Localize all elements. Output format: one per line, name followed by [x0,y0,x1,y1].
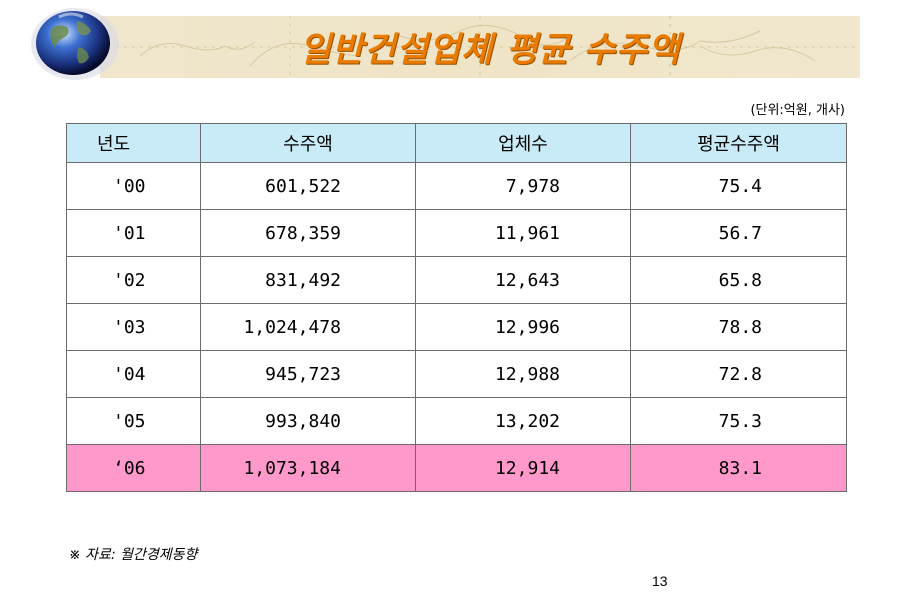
cell-year: ‘06 [66,444,201,492]
orders-table: 년도 수주액 업체수 평균수주액 '00 601,522 7,978 75.4 … [66,123,847,492]
table-header-row: 년도 수주액 업체수 평균수주액 [66,123,847,163]
cell-average: 72.8 [630,350,847,398]
cell-orders: 945,723 [200,350,416,398]
table-row: '02 831,492 12,643 65.8 [66,256,847,304]
cell-companies: 12,914 [415,444,631,492]
cell-average: 75.3 [630,397,847,445]
cell-orders: 1,024,478 [200,303,416,351]
cell-companies: 13,202 [415,397,631,445]
cell-orders: 993,840 [200,397,416,445]
table-row: '01 678,359 11,961 56.7 [66,209,847,257]
column-header-companies: 업체수 [415,123,631,163]
cell-companies: 12,996 [415,303,631,351]
table-row: '00 601,522 7,978 75.4 [66,162,847,210]
cell-average: 75.4 [630,162,847,210]
unit-note: (단위:억원, 개사) [750,103,845,118]
column-header-orders: 수주액 [200,123,416,163]
world-map-watermark [100,16,860,78]
table-row: '05 993,840 13,202 75.3 [66,397,847,445]
cell-orders: 831,492 [200,256,416,304]
cell-year: '04 [66,350,201,398]
cell-average: 65.8 [630,256,847,304]
cell-companies: 11,961 [415,209,631,257]
cell-average: 78.8 [630,303,847,351]
globe-icon [29,7,121,81]
cell-orders: 601,522 [200,162,416,210]
cell-companies: 7,978 [415,162,631,210]
cell-year: '03 [66,303,201,351]
title-banner [100,16,860,78]
page-title: 일반건설업체 평균 수주액 [299,30,681,70]
cell-orders: 678,359 [200,209,416,257]
page-number: 13 [652,573,668,589]
cell-orders: 1,073,184 [200,444,416,492]
cell-companies: 12,643 [415,256,631,304]
cell-average: 56.7 [630,209,847,257]
table-row: '03 1,024,478 12,996 78.8 [66,303,847,351]
cell-companies: 12,988 [415,350,631,398]
table-row-highlighted: ‘06 1,073,184 12,914 83.1 [66,444,847,492]
table-row: '04 945,723 12,988 72.8 [66,350,847,398]
cell-average: 83.1 [630,444,847,492]
cell-year: '02 [66,256,201,304]
column-header-average: 평균수주액 [630,123,847,163]
source-note: ※ 자료: 월간경제동향 [69,547,198,563]
column-header-year: 년도 [66,123,201,163]
cell-year: '00 [66,162,201,210]
cell-year: '05 [66,397,201,445]
cell-year: '01 [66,209,201,257]
